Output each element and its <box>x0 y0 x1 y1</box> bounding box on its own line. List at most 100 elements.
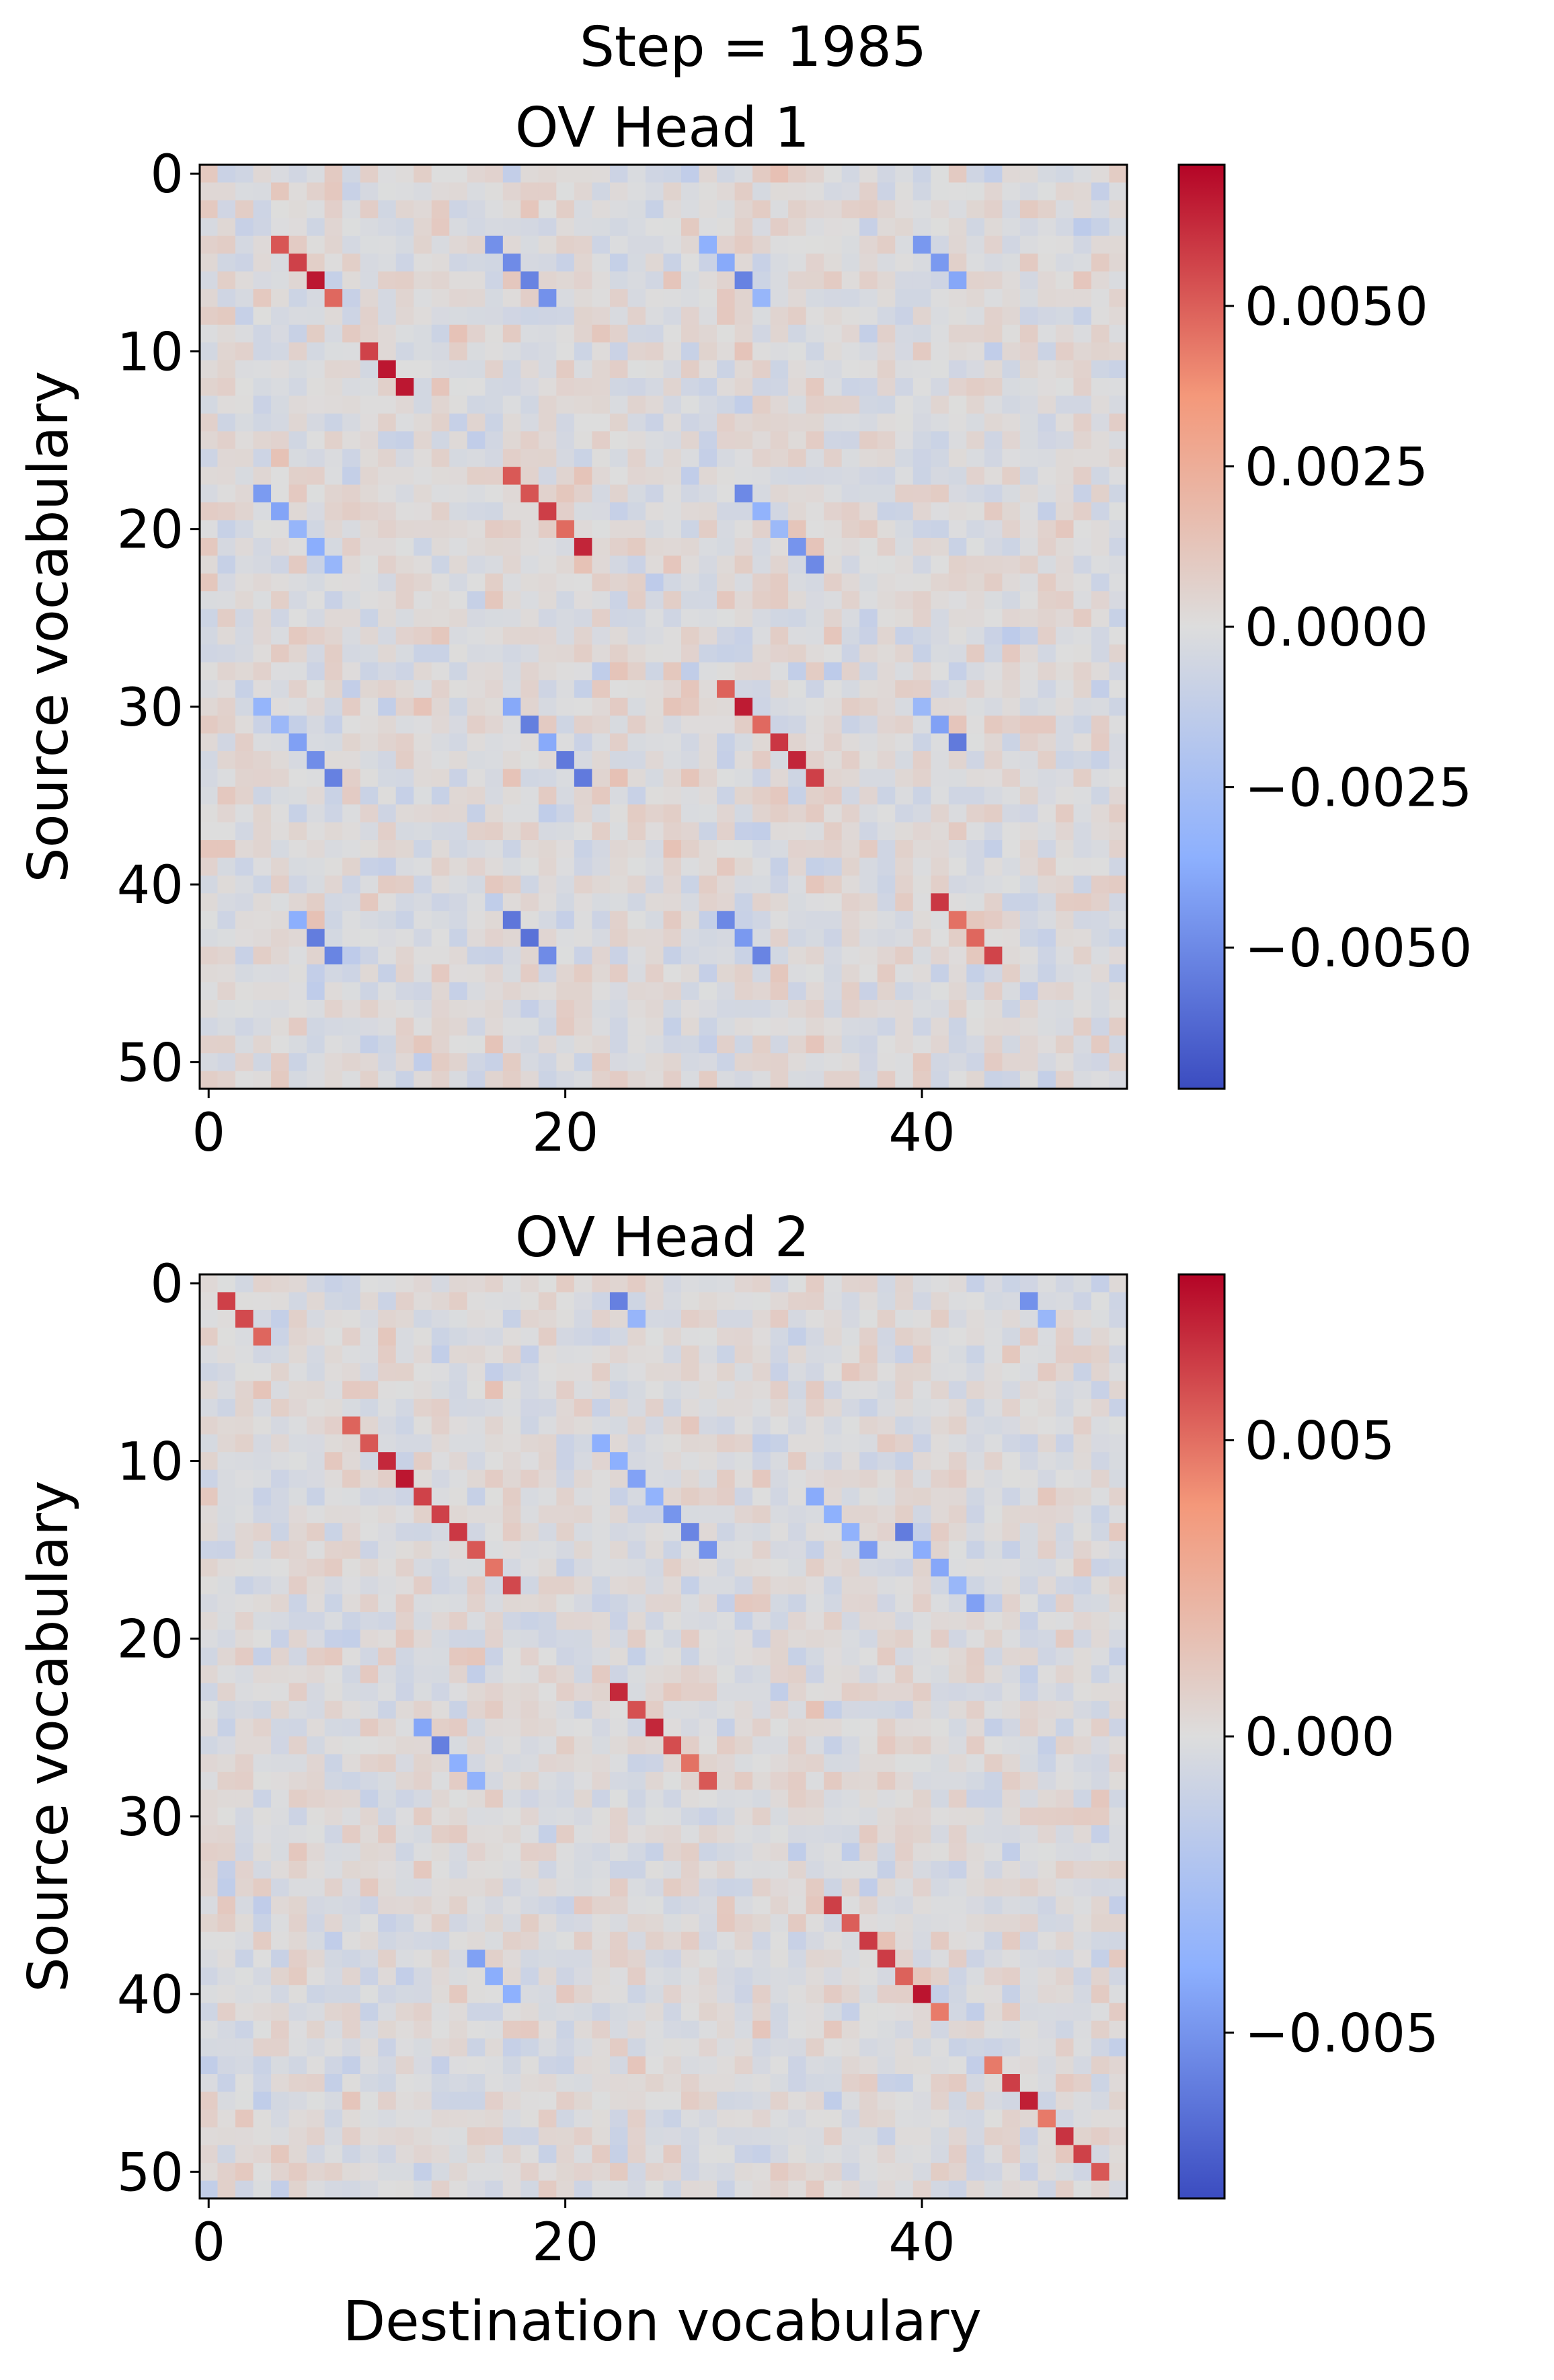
heatmap-cell <box>592 875 611 894</box>
heatmap-cell <box>342 307 361 325</box>
heatmap-cell <box>966 893 985 912</box>
heatmap-cell <box>770 1035 789 1054</box>
heatmap-cell <box>360 289 379 307</box>
heatmap-cell <box>931 911 949 929</box>
heatmap-cell <box>948 929 967 948</box>
heatmap-cell <box>681 254 700 272</box>
heatmap-cell <box>1055 1558 1075 1577</box>
heatmap-cell <box>592 431 611 450</box>
heatmap-cell <box>431 1612 450 1631</box>
heatmap-cell <box>645 1381 664 1399</box>
heatmap-cell <box>699 324 717 343</box>
heatmap-cell <box>307 769 325 788</box>
heatmap-cell <box>288 413 307 432</box>
heatmap-cell <box>449 1541 468 1560</box>
heatmap-cell <box>912 1878 931 1897</box>
heatmap-cell <box>841 235 860 254</box>
heatmap-cell <box>966 449 985 467</box>
heatmap-cell <box>271 1771 290 1790</box>
heatmap-cell <box>520 982 539 1001</box>
heatmap-cell <box>770 1878 789 1897</box>
heatmap-cell <box>1091 1843 1110 1861</box>
heatmap-cell <box>877 1576 896 1595</box>
heatmap-cell <box>395 1292 414 1311</box>
heatmap-cell <box>1038 1914 1056 1933</box>
heatmap-cell <box>431 1985 450 2003</box>
heatmap-cell <box>966 1878 985 1897</box>
heatmap-cell <box>574 1647 593 1666</box>
heatmap-cell <box>681 1647 700 1666</box>
heatmap-cell <box>217 1665 236 1684</box>
heatmap-cell <box>681 1860 700 1879</box>
heatmap-cell <box>1109 769 1128 788</box>
heatmap-cell <box>467 591 485 610</box>
heatmap-cell <box>431 786 450 805</box>
heatmap-cell <box>948 342 967 361</box>
heatmap-cell <box>699 627 717 646</box>
heatmap-cell <box>824 1053 843 1072</box>
heatmap-cell <box>502 1629 521 1648</box>
heatmap-cell <box>324 520 343 539</box>
heatmap-cell <box>663 1612 682 1631</box>
heatmap-cell <box>502 1612 521 1631</box>
heatmap-cell <box>235 733 254 752</box>
heatmap-cell <box>717 929 736 948</box>
heatmap-cell <box>271 1665 290 1684</box>
heatmap-cell <box>395 378 414 397</box>
heatmap-cell <box>574 946 593 965</box>
heatmap-cell <box>574 1843 593 1861</box>
heatmap-cell <box>717 1736 736 1755</box>
heatmap-cell <box>307 307 325 325</box>
heatmap-cell <box>912 911 931 929</box>
heatmap-cell <box>752 1807 771 1826</box>
heatmap-cell <box>1019 484 1038 503</box>
heatmap-cell <box>395 1488 414 1506</box>
heatmap-cell <box>788 1985 807 2003</box>
heatmap-cell <box>752 1790 771 1808</box>
heatmap-cell <box>414 1985 432 2003</box>
heatmap-cell <box>1019 716 1038 734</box>
heatmap-cell <box>449 413 468 432</box>
heatmap-cell <box>200 786 219 805</box>
heatmap-cell <box>912 751 931 769</box>
heatmap-cell <box>824 271 843 290</box>
heatmap-cell <box>788 360 807 379</box>
heatmap-cell <box>966 1523 985 1541</box>
heatmap-cell <box>931 644 949 663</box>
heatmap-cell <box>414 804 432 823</box>
heatmap-cell <box>1109 1018 1128 1036</box>
heatmap-cell <box>681 1071 700 1089</box>
heatmap-cell <box>984 1683 1003 1701</box>
heatmap-cell <box>859 573 878 592</box>
heatmap-cell <box>467 1381 485 1399</box>
heatmap-cell <box>556 1035 575 1054</box>
heatmap-cell <box>1038 786 1056 805</box>
heatmap-cell <box>378 1914 397 1933</box>
heatmap-cell <box>752 484 771 503</box>
heatmap-cell <box>449 1328 468 1346</box>
heatmap-cell <box>431 982 450 1001</box>
heatmap-cell <box>1038 716 1056 734</box>
heatmap-cell <box>841 1469 860 1488</box>
heatmap-cell <box>877 1381 896 1399</box>
heatmap-cell <box>1055 360 1075 379</box>
heatmap-cell <box>1055 378 1075 397</box>
heatmap-cell <box>681 1558 700 1577</box>
heatmap-cell <box>307 1292 325 1311</box>
heatmap-cell <box>1055 999 1075 1018</box>
heatmap-cell <box>788 1328 807 1346</box>
heatmap-cell <box>734 2020 753 2039</box>
heatmap-cell <box>895 1328 914 1346</box>
heatmap-cell <box>948 875 967 894</box>
heatmap-cell <box>966 1416 985 1435</box>
heatmap-cell <box>627 1434 646 1453</box>
heatmap-cell <box>235 982 254 1001</box>
heatmap-cell <box>502 1896 521 1915</box>
heatmap-cell <box>645 1416 664 1435</box>
heatmap-cell <box>752 1345 771 1364</box>
heatmap-cell <box>663 1505 682 1524</box>
heatmap-cell <box>1019 413 1038 432</box>
heatmap-cell <box>966 1701 985 1720</box>
heatmap-cell <box>1019 1683 1038 1701</box>
heatmap-cell <box>948 502 967 521</box>
